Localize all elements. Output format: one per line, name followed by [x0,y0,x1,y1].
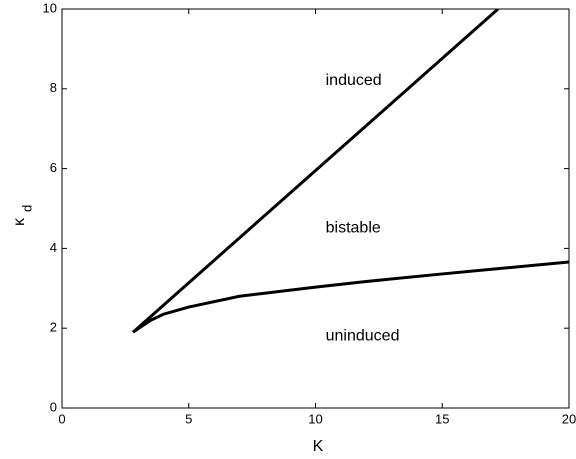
y-axis-label-group: κ d [11,205,34,226]
y-tick-label: 10 [43,0,57,15]
y-axis-label-subscript: d [19,205,34,212]
x-axis-label: K [313,438,324,455]
line [131,9,500,334]
y-tick-label: 8 [50,80,57,95]
annotation: induced [326,72,382,89]
y-tick-label: 6 [50,160,57,175]
plot-frame [61,8,570,409]
line [132,260,569,334]
x-tick-label: 20 [562,411,576,426]
y-tick-label: 2 [50,320,57,335]
x-tick-label: 15 [435,411,449,426]
annotation: uninduced [326,327,400,344]
x-tick-label: 5 [185,411,192,426]
y-tick-label: 0 [50,399,57,414]
x-tick-label: 10 [308,411,322,426]
y-tick-label: 4 [50,240,57,255]
annotation: bistable [326,220,381,237]
y-axis-label: κ [11,217,28,226]
x-tick-label: 0 [58,411,65,426]
